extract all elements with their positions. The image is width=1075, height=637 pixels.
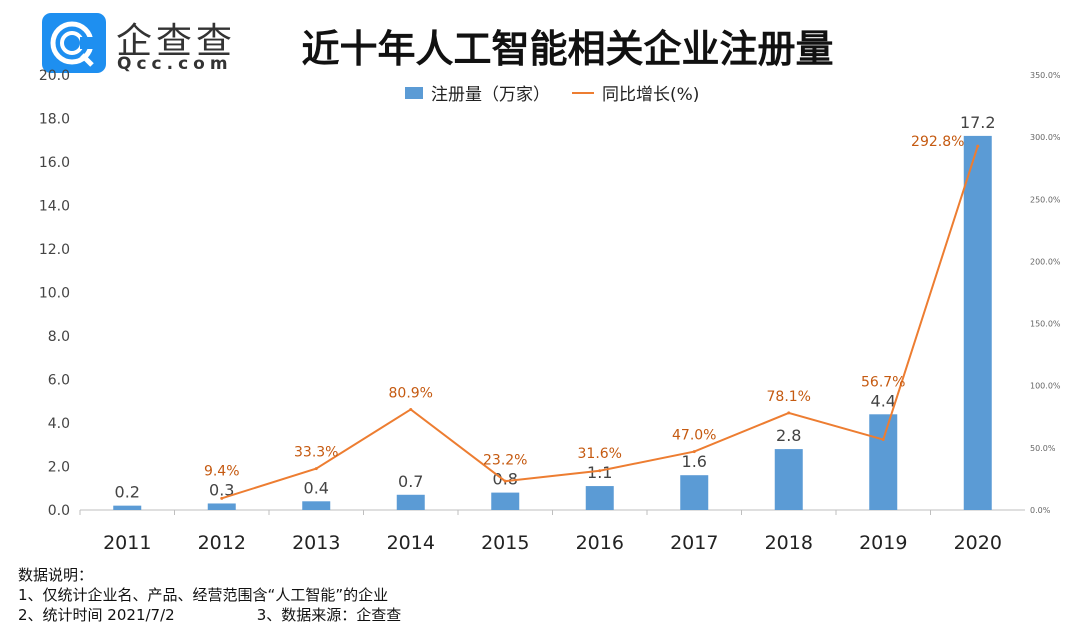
x-tick-label: 2012 xyxy=(198,532,246,554)
qcc-logo-icon xyxy=(42,13,106,73)
bar-value-label: 2.8 xyxy=(776,426,801,445)
bar-value-label: 0.4 xyxy=(304,478,329,497)
bar xyxy=(869,414,898,510)
bar-value-label: 0.3 xyxy=(209,480,234,499)
y-left-tick-label: 20.0 xyxy=(39,68,70,84)
x-tick-label: 2016 xyxy=(576,532,624,554)
growth-label: 56.7% xyxy=(861,374,905,390)
x-tick-label: 2019 xyxy=(859,532,907,554)
notes-line1: 1、仅统计企业名、产品、经营范围含“人工智能”的企业 xyxy=(18,586,389,604)
growth-point xyxy=(503,479,507,483)
bar xyxy=(302,501,331,510)
bar xyxy=(585,486,614,510)
bar xyxy=(963,135,992,510)
growth-point xyxy=(409,407,413,411)
y-left-tick-label: 10.0 xyxy=(39,286,70,302)
bar-value-label: 0.2 xyxy=(115,483,140,502)
y-left-tick-label: 6.0 xyxy=(48,373,70,389)
growth-label: 78.1% xyxy=(767,389,811,405)
growth-label: 33.3% xyxy=(294,445,338,461)
y-left-tick-label: 0.0 xyxy=(48,503,70,519)
y-left-tick-label: 14.0 xyxy=(39,199,70,215)
x-tick-label: 2013 xyxy=(292,532,340,554)
y-right-tick-label: 350.0% xyxy=(1030,71,1061,80)
bar xyxy=(207,503,236,510)
growth-point xyxy=(314,467,318,471)
growth-point xyxy=(787,411,791,415)
bar-value-label: 4.4 xyxy=(871,391,896,410)
notes-line2a: 2、统计时间 2021/7/2 xyxy=(18,606,175,624)
bar xyxy=(680,475,709,510)
y-left-tick-label: 16.0 xyxy=(39,155,70,171)
y-left-tick-label: 4.0 xyxy=(48,416,70,432)
y-right-tick-label: 150.0% xyxy=(1030,320,1061,329)
x-tick-label: 2018 xyxy=(765,532,813,554)
logo-name: 企查查 xyxy=(116,21,237,62)
growth-point xyxy=(692,450,696,454)
growth-label: 9.4% xyxy=(204,463,240,479)
bar-value-label: 0.8 xyxy=(493,470,518,489)
growth-point xyxy=(881,438,885,442)
y-right-tick-label: 50.0% xyxy=(1030,444,1056,453)
x-tick-label: 2014 xyxy=(387,532,435,554)
notes-heading: 数据说明： xyxy=(18,566,94,584)
chart-title: 近十年人工智能相关企业注册量 xyxy=(301,27,834,71)
y-right-tick-label: 300.0% xyxy=(1030,133,1061,142)
notes-line2b: 3、数据来源：企查查 xyxy=(256,606,402,624)
bar-value-label: 1.6 xyxy=(682,452,707,471)
growth-label: 31.6% xyxy=(578,446,622,462)
bar xyxy=(491,492,520,510)
x-tick-label: 2015 xyxy=(481,532,529,554)
x-tick-label: 2020 xyxy=(954,532,1002,554)
bar-value-label: 1.1 xyxy=(587,463,612,482)
legend-line-swatch xyxy=(572,91,594,94)
growth-label: 47.0% xyxy=(672,428,716,444)
notes: 数据说明： 1、仅统计企业名、产品、经营范围含“人工智能”的企业 2、统计时间 … xyxy=(18,565,401,625)
y-right-tick-label: 250.0% xyxy=(1030,195,1061,204)
y-left-tick-label: 8.0 xyxy=(48,329,70,345)
growth-label: 292.8% xyxy=(911,134,964,150)
legend: 注册量（万家） 同比增长(%) xyxy=(405,80,699,105)
y-right-tick-label: 0.0% xyxy=(1030,506,1051,515)
x-tick-label: 2011 xyxy=(103,532,151,554)
legend-line-label: 同比增长(%) xyxy=(602,85,700,105)
growth-label: 23.2% xyxy=(483,453,527,469)
y-left-tick-label: 12.0 xyxy=(39,242,70,258)
y-left-tick-label: 2.0 xyxy=(48,460,70,476)
legend-bar-swatch xyxy=(405,86,423,99)
bar-value-label: 17.2 xyxy=(960,113,996,132)
bar xyxy=(774,449,803,510)
x-tick-label: 2017 xyxy=(670,532,718,554)
y-right-tick-label: 100.0% xyxy=(1030,382,1061,391)
y-right-tick-label: 200.0% xyxy=(1030,257,1061,266)
logo-domain: Qcc.com xyxy=(117,54,233,74)
growth-point xyxy=(976,144,980,148)
growth-point xyxy=(598,469,602,473)
bar-value-label: 0.7 xyxy=(398,472,423,491)
legend-bar-label: 注册量（万家） xyxy=(431,85,550,105)
y-left-tick-label: 18.0 xyxy=(39,112,70,128)
growth-point xyxy=(220,496,224,500)
growth-label: 80.9% xyxy=(389,385,433,401)
bar xyxy=(396,494,425,510)
bar xyxy=(113,505,142,510)
